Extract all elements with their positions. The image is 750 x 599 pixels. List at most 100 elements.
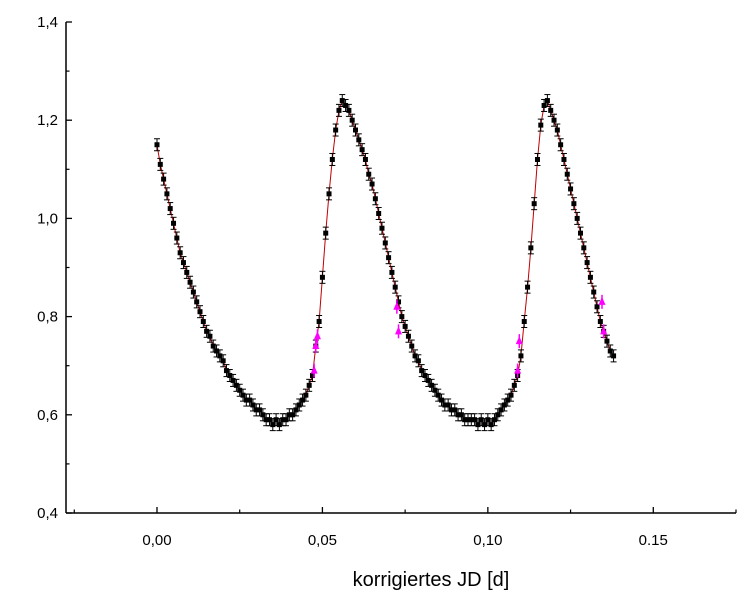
point-marker bbox=[349, 117, 355, 123]
point-marker bbox=[429, 382, 435, 388]
data-point bbox=[206, 329, 213, 343]
axes bbox=[65, 21, 737, 514]
x-tick-label: 0,05 bbox=[308, 532, 337, 549]
point-marker bbox=[409, 343, 415, 349]
point-marker bbox=[306, 382, 312, 388]
point-marker bbox=[402, 323, 408, 329]
data-point bbox=[220, 354, 227, 368]
point-marker bbox=[472, 417, 478, 423]
point-marker bbox=[541, 102, 547, 108]
point-marker bbox=[415, 358, 421, 364]
point-marker bbox=[425, 377, 431, 383]
highlight-marker bbox=[598, 296, 606, 305]
highlighted-point bbox=[312, 339, 320, 354]
point-marker bbox=[478, 417, 484, 423]
point-marker bbox=[300, 397, 306, 403]
point-marker bbox=[283, 417, 289, 423]
point-marker bbox=[356, 137, 362, 143]
point-marker bbox=[353, 127, 359, 133]
point-marker bbox=[366, 171, 372, 177]
data-point bbox=[415, 354, 422, 368]
point-marker bbox=[452, 407, 458, 413]
point-marker bbox=[419, 368, 425, 374]
point-marker bbox=[346, 107, 352, 113]
point-marker bbox=[554, 127, 560, 133]
x-tick-label: 0,10 bbox=[473, 532, 502, 549]
point-marker bbox=[161, 176, 167, 182]
point-marker bbox=[333, 127, 339, 133]
point-marker bbox=[597, 319, 603, 325]
data-point bbox=[534, 152, 541, 166]
point-marker bbox=[359, 147, 365, 153]
data-point bbox=[554, 123, 561, 137]
point-marker bbox=[227, 373, 233, 379]
data-point bbox=[484, 413, 491, 427]
tick-labels: 0,4 0,6 0,8 1,0 1,2 1,4 0,00 0,05 0,10 0.15 bbox=[37, 14, 668, 549]
data-point bbox=[388, 265, 395, 279]
data-point bbox=[345, 103, 352, 117]
highlighted-point bbox=[310, 363, 318, 378]
point-marker bbox=[286, 412, 292, 418]
point-marker bbox=[534, 156, 540, 162]
highlight-marker bbox=[515, 336, 523, 345]
data-point bbox=[365, 167, 372, 181]
point-marker bbox=[574, 215, 580, 221]
data-point bbox=[322, 226, 329, 240]
data-points bbox=[153, 94, 617, 432]
point-marker bbox=[257, 407, 263, 413]
point-marker bbox=[171, 220, 177, 226]
y-tick-label: 0,4 bbox=[37, 505, 58, 522]
data-point bbox=[326, 187, 333, 201]
point-marker bbox=[260, 412, 266, 418]
point-marker bbox=[439, 397, 445, 403]
point-marker bbox=[309, 373, 315, 379]
point-marker bbox=[538, 122, 544, 128]
point-marker bbox=[455, 412, 461, 418]
data-point bbox=[590, 285, 597, 299]
point-marker bbox=[273, 417, 279, 423]
data-point bbox=[180, 256, 187, 270]
point-marker bbox=[568, 186, 574, 192]
data-point bbox=[402, 319, 409, 333]
point-marker bbox=[518, 353, 524, 359]
point-marker bbox=[577, 230, 583, 236]
point-marker bbox=[326, 191, 332, 197]
data-point bbox=[412, 349, 419, 363]
point-marker bbox=[396, 299, 402, 305]
point-marker bbox=[303, 392, 309, 398]
highlight-marker bbox=[312, 341, 320, 350]
point-marker bbox=[230, 377, 236, 383]
point-marker bbox=[197, 309, 203, 315]
point-marker bbox=[214, 348, 220, 354]
point-marker bbox=[276, 422, 282, 428]
point-marker bbox=[521, 319, 527, 325]
data-point bbox=[177, 246, 184, 260]
point-marker bbox=[399, 314, 405, 320]
data-point bbox=[173, 231, 180, 245]
data-point bbox=[167, 202, 174, 216]
point-marker bbox=[386, 255, 392, 261]
point-marker bbox=[508, 392, 514, 398]
data-point bbox=[398, 310, 405, 324]
data-point bbox=[197, 305, 203, 319]
data-point bbox=[183, 265, 190, 279]
data-point bbox=[408, 339, 415, 353]
point-marker bbox=[323, 230, 329, 236]
point-marker bbox=[551, 117, 557, 123]
point-marker bbox=[584, 260, 590, 266]
data-point bbox=[349, 113, 356, 127]
point-marker bbox=[187, 279, 193, 285]
data-point bbox=[547, 103, 554, 117]
data-point bbox=[339, 94, 346, 108]
point-marker bbox=[220, 358, 226, 364]
data-point bbox=[587, 270, 594, 284]
point-marker bbox=[253, 407, 259, 413]
data-point bbox=[405, 329, 412, 343]
point-marker bbox=[204, 328, 210, 334]
point-marker bbox=[296, 402, 302, 408]
highlighted-point bbox=[598, 294, 606, 309]
data-point bbox=[392, 280, 399, 294]
point-marker bbox=[607, 348, 613, 354]
x-tick-label: 0.15 bbox=[639, 532, 668, 549]
data-point bbox=[352, 123, 359, 137]
